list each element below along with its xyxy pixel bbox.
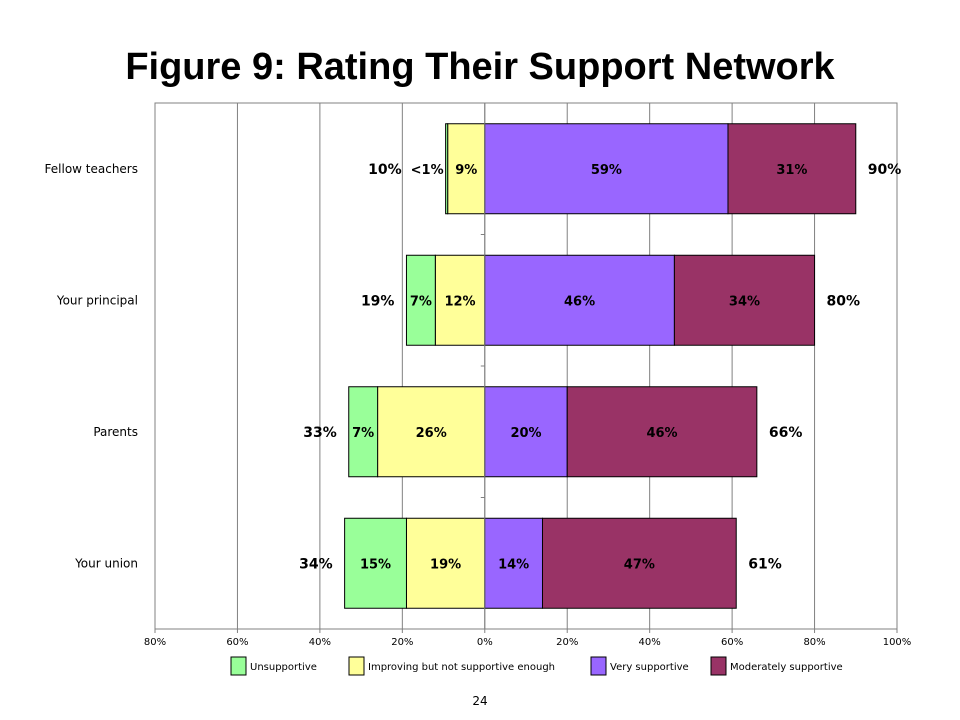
negative-total-label: 34% — [299, 556, 333, 572]
legend-label: Improving but not supportive enough — [368, 662, 555, 673]
data-label: 46% — [564, 294, 595, 309]
bar-segment — [673, 254, 816, 346]
legend-swatch — [348, 656, 365, 676]
bar-segment — [484, 386, 568, 478]
legend-label: Very supportive — [610, 662, 689, 673]
negative-total-label: 33% — [303, 425, 337, 441]
data-label: 31% — [776, 163, 807, 178]
x-tick-label: 20% — [556, 637, 578, 648]
data-label: 59% — [591, 163, 622, 178]
x-tick-label: 0% — [477, 637, 493, 648]
negative-total-label: 19% — [361, 293, 395, 309]
data-label: 7% — [410, 294, 432, 309]
data-label: 7% — [352, 426, 374, 441]
negative-total-label: 10% — [368, 162, 402, 178]
bar-segment — [484, 254, 675, 346]
bar-segment — [484, 123, 729, 215]
data-label: 9% — [455, 163, 477, 178]
category-label: Your union — [74, 556, 138, 570]
legend-label: Moderately supportive — [730, 662, 843, 673]
bar-segment — [566, 386, 758, 478]
bar-segment — [344, 517, 407, 609]
legend-swatch — [710, 656, 727, 676]
x-tick-label: 40% — [309, 637, 331, 648]
bar-segment — [447, 123, 486, 215]
bar-segment — [348, 386, 379, 478]
data-label: 26% — [416, 426, 447, 441]
category-label: Your principal — [56, 293, 138, 307]
bar-segment — [405, 254, 436, 346]
category-label: Parents — [93, 425, 138, 439]
positive-total-label: 66% — [769, 425, 803, 441]
data-label: 20% — [510, 426, 541, 441]
x-tick-label: 60% — [721, 637, 743, 648]
x-tick-label: 80% — [144, 637, 166, 648]
bar-segment — [484, 517, 543, 609]
positive-total-label: 80% — [827, 293, 861, 309]
positive-total-label: 61% — [748, 556, 782, 572]
data-label: 47% — [624, 557, 655, 572]
data-label: 14% — [498, 557, 529, 572]
bar-segment — [541, 517, 737, 609]
x-tick-label: 80% — [803, 637, 825, 648]
x-tick-label: 40% — [639, 637, 661, 648]
chart-title: Figure 9: Rating Their Support Network — [125, 46, 835, 88]
data-label: 12% — [444, 294, 475, 309]
bar-segment — [377, 386, 486, 478]
data-label: 19% — [430, 557, 461, 572]
bar-segment — [405, 517, 486, 609]
legend-label: Unsupportive — [250, 662, 317, 673]
x-tick-label: 100% — [883, 637, 912, 648]
data-label: 46% — [646, 426, 677, 441]
legend-swatch — [230, 656, 247, 676]
x-tick-label: 60% — [226, 637, 248, 648]
page-number: 24 — [472, 694, 488, 708]
x-tick-label: 20% — [391, 637, 413, 648]
bar-segment — [727, 123, 857, 215]
category-label: Fellow teachers — [45, 162, 138, 176]
data-label: 15% — [360, 557, 391, 572]
legend-swatch — [590, 656, 607, 676]
data-label: 34% — [729, 294, 760, 309]
data-label: <1% — [411, 163, 444, 178]
positive-total-label: 90% — [868, 162, 902, 178]
bar-segment — [445, 123, 449, 215]
